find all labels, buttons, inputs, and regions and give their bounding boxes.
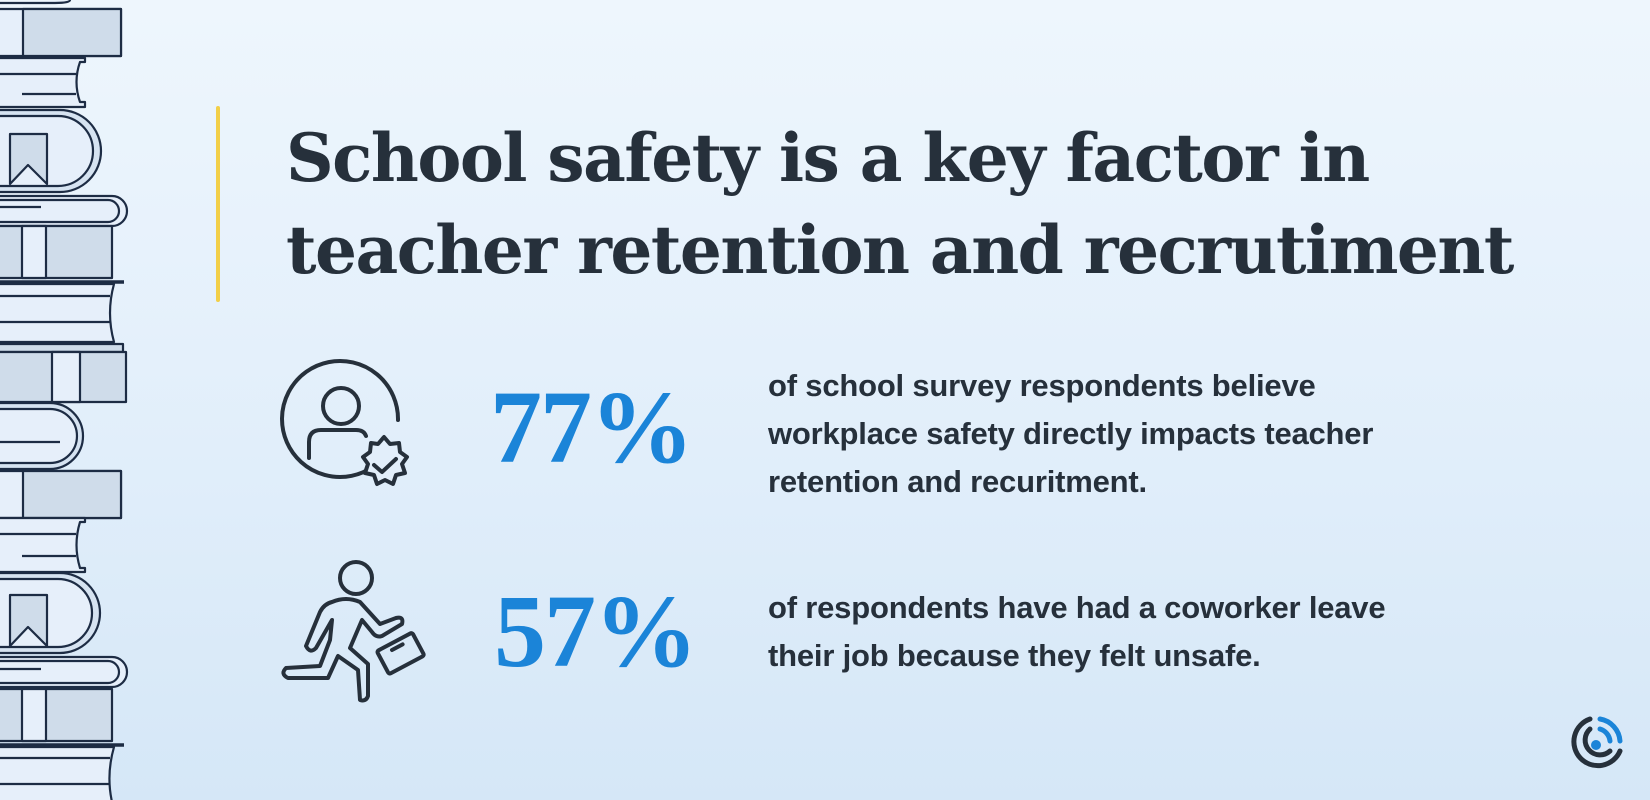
stat-description-line: of respondents have had a coworker leave xyxy=(768,590,1386,625)
stat-description: of respondents have had a coworker leave… xyxy=(768,584,1386,680)
stat-value: 77% xyxy=(490,370,694,485)
stat-description-line: their job because they felt unsafe. xyxy=(768,638,1261,673)
headline-line-2: teacher retention and recrutiment xyxy=(286,211,1514,289)
stat-description: of school survey respondents believe wor… xyxy=(768,362,1373,506)
brand-logo-icon xyxy=(1571,716,1623,769)
stat-value: 57% xyxy=(494,574,698,689)
headline-line-1: School safety is a key factor in xyxy=(286,119,1370,197)
running-person-briefcase-icon xyxy=(281,560,426,703)
books-stack-illustration xyxy=(0,0,129,800)
user-verified-icon xyxy=(280,359,409,486)
stat-description-line: retention and recuritment. xyxy=(768,464,1147,499)
stat-description-line: workplace safety directly impacts teache… xyxy=(768,416,1374,451)
headline: School safety is a key factor in teacher… xyxy=(286,112,1514,296)
accent-bar xyxy=(216,106,220,302)
stat-description-line: of school survey respondents believe xyxy=(768,368,1316,403)
